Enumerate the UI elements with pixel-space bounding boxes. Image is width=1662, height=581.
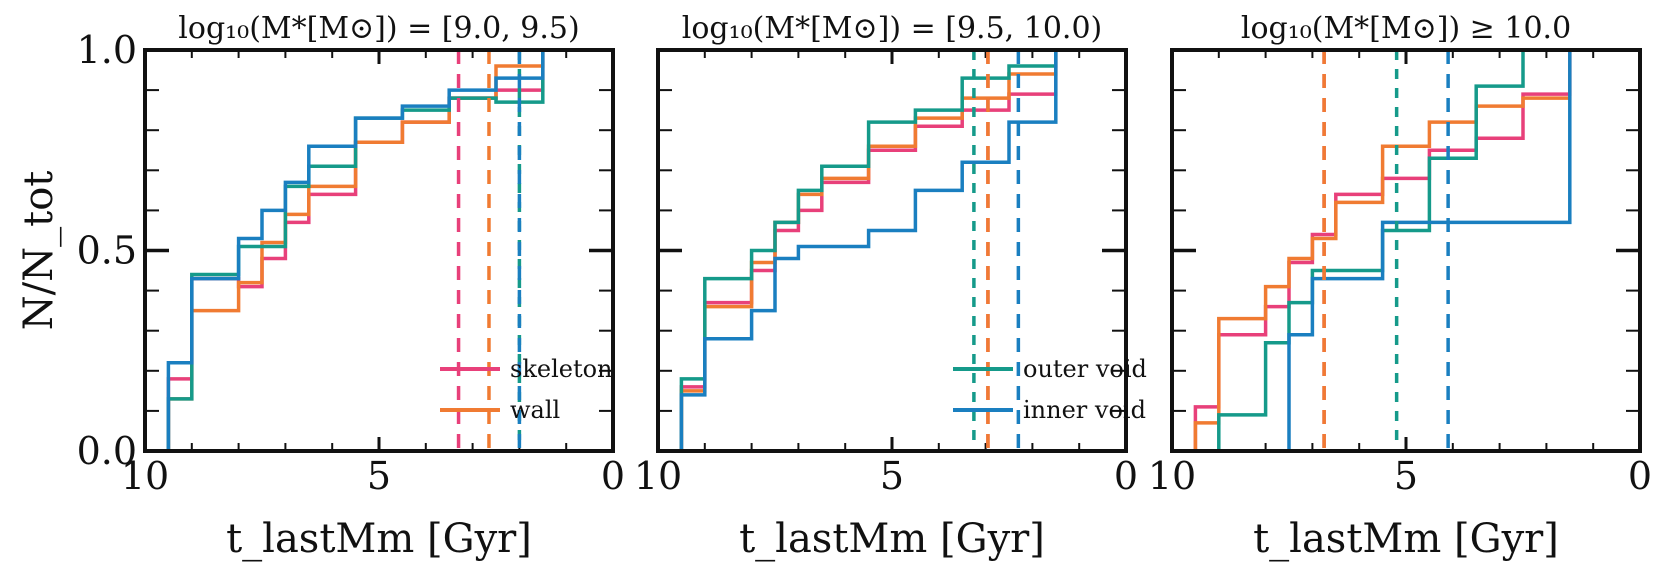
plot-frame bbox=[656, 48, 1128, 453]
x-tick-label: 5 bbox=[1394, 454, 1418, 498]
plot-frame bbox=[1170, 48, 1642, 453]
x-tick-label: 10 bbox=[634, 454, 682, 498]
legend-label: skeleton bbox=[510, 355, 613, 383]
x-axis-label: t_lastMm [Gyr] bbox=[226, 516, 532, 562]
series-line-skeleton bbox=[145, 48, 613, 453]
series-line-wall bbox=[1172, 48, 1640, 453]
series-line-inner-void bbox=[1172, 48, 1640, 453]
panel-title: log₁₀(M*[M⊙]) ≥ 10.0 bbox=[1241, 11, 1571, 46]
x-tick-label: 5 bbox=[367, 454, 391, 498]
series-line-inner-void bbox=[658, 48, 1126, 453]
legend-label: wall bbox=[510, 396, 560, 424]
panel-title: log₁₀(M*[M⊙]) = [9.5, 10.0) bbox=[682, 11, 1103, 46]
legend: skeleton wall bbox=[440, 355, 613, 424]
y-tick-label: 0.5 bbox=[77, 229, 137, 273]
panel-3: 10 5 0 log₁₀(M*[M⊙]) ≥ 10.0 t_lastMm [Gyr] bbox=[1148, 11, 1652, 562]
x-tick-label: 0 bbox=[601, 454, 625, 498]
panel-1: 10 5 0 0.0 0.5 1.0 log₁₀(M*[M⊙]) = [9.0, 9.5) t… bbox=[16, 11, 625, 562]
plot-frame bbox=[143, 48, 615, 453]
y-tick-label: 1.0 bbox=[77, 28, 137, 72]
x-tick-label: 10 bbox=[121, 454, 169, 498]
series-line-wall bbox=[145, 48, 613, 453]
x-tick-label: 10 bbox=[1148, 454, 1196, 498]
x-axis-label: t_lastMm [Gyr] bbox=[1253, 516, 1559, 562]
series-line-outer-void bbox=[145, 48, 613, 453]
panel-title: log₁₀(M*[M⊙]) = [9.0, 9.5) bbox=[178, 11, 579, 46]
y-axis-label: N/N_tot bbox=[16, 171, 62, 331]
legend-label: outer void bbox=[1023, 355, 1147, 383]
x-tick-label: 0 bbox=[1628, 454, 1652, 498]
panel-2: 10 5 0 log₁₀(M*[M⊙]) = [9.5, 10.0) t_lastMm … bbox=[634, 11, 1147, 562]
series-line-outer-void bbox=[658, 48, 1126, 453]
x-axis-label: t_lastMm [Gyr] bbox=[739, 516, 1045, 562]
x-tick-label: 5 bbox=[880, 454, 904, 498]
legend: outer void inner void bbox=[953, 355, 1147, 424]
series-line-inner-void bbox=[145, 48, 613, 453]
y-tick-label: 0.0 bbox=[77, 429, 137, 473]
x-tick-label: 0 bbox=[1114, 454, 1138, 498]
legend-label: inner void bbox=[1023, 396, 1146, 424]
